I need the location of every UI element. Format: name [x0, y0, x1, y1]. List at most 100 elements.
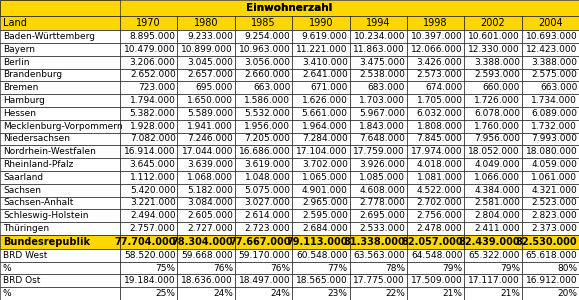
Bar: [292, 287, 350, 300]
Text: 3.645.000: 3.645.000: [130, 160, 175, 169]
Bar: [177, 235, 234, 249]
Bar: [120, 133, 177, 145]
Bar: [292, 81, 350, 94]
Bar: [522, 274, 579, 287]
Bar: [177, 222, 234, 235]
Text: 1.626.000: 1.626.000: [302, 96, 348, 105]
Bar: [292, 209, 350, 222]
Text: 18.565.000: 18.565.000: [296, 276, 348, 285]
Text: 1.956.000: 1.956.000: [244, 122, 291, 131]
Text: 16.686.000: 16.686.000: [239, 147, 291, 156]
Bar: [0, 120, 120, 133]
Bar: [177, 158, 234, 171]
Bar: [234, 16, 292, 30]
Text: 18.080.000: 18.080.000: [526, 147, 577, 156]
Bar: [407, 69, 464, 81]
Bar: [407, 222, 464, 235]
Bar: [464, 222, 522, 235]
Text: 6.032.000: 6.032.000: [417, 109, 463, 118]
Text: 1.760.000: 1.760.000: [474, 122, 520, 131]
Bar: [234, 209, 292, 222]
Bar: [234, 262, 292, 275]
Text: 674.000: 674.000: [425, 83, 463, 92]
Text: 16.914.000: 16.914.000: [124, 147, 175, 156]
Bar: [177, 196, 234, 209]
Text: 2.778.000: 2.778.000: [359, 198, 405, 207]
Text: 2.695.000: 2.695.000: [359, 211, 405, 220]
Text: 76%: 76%: [213, 263, 233, 272]
Text: Hessen: Hessen: [3, 109, 36, 118]
Text: 79%: 79%: [500, 263, 520, 272]
Bar: [350, 249, 407, 262]
Text: 3.702.000: 3.702.000: [302, 160, 348, 169]
Text: Einwohnerzahl: Einwohnerzahl: [247, 3, 332, 13]
Text: 76%: 76%: [270, 263, 291, 272]
Bar: [350, 69, 407, 81]
Bar: [292, 56, 350, 69]
Bar: [292, 30, 350, 43]
Text: 81.338.000: 81.338.000: [343, 237, 405, 247]
Bar: [407, 94, 464, 107]
Bar: [522, 158, 579, 171]
Bar: [234, 235, 292, 249]
Bar: [350, 81, 407, 94]
Text: BRD West: BRD West: [3, 251, 47, 260]
Bar: [177, 209, 234, 222]
Bar: [464, 235, 522, 249]
Bar: [407, 16, 464, 30]
Text: 7.993.000: 7.993.000: [532, 134, 577, 143]
Bar: [407, 81, 464, 94]
Bar: [292, 196, 350, 209]
Bar: [234, 69, 292, 81]
Text: 3.388.000: 3.388.000: [474, 58, 520, 67]
Text: 11.863.000: 11.863.000: [353, 45, 405, 54]
Bar: [292, 158, 350, 171]
Text: 663.000: 663.000: [253, 83, 291, 92]
Bar: [292, 43, 350, 56]
Text: 2.727.000: 2.727.000: [187, 224, 233, 233]
Bar: [464, 43, 522, 56]
Bar: [464, 94, 522, 107]
Text: 3.426.000: 3.426.000: [417, 58, 463, 67]
Text: 1.061.000: 1.061.000: [532, 173, 577, 182]
Text: 2.538.000: 2.538.000: [359, 70, 405, 80]
Text: 1.732.000: 1.732.000: [532, 122, 577, 131]
Text: 3.206.000: 3.206.000: [130, 58, 175, 67]
Text: 5.589.000: 5.589.000: [187, 109, 233, 118]
Bar: [464, 30, 522, 43]
Text: %: %: [3, 289, 12, 298]
Text: 10.234.000: 10.234.000: [354, 32, 405, 41]
Text: 2.757.000: 2.757.000: [130, 224, 175, 233]
Bar: [120, 145, 177, 158]
Bar: [177, 120, 234, 133]
Text: 2.575.000: 2.575.000: [532, 70, 577, 80]
Text: 2.573.000: 2.573.000: [417, 70, 463, 80]
Bar: [292, 262, 350, 275]
Bar: [522, 30, 579, 43]
Text: 4.522.000: 4.522.000: [417, 186, 463, 195]
Text: 78%: 78%: [385, 263, 405, 272]
Text: 1.085.000: 1.085.000: [359, 173, 405, 182]
Text: 2.652.000: 2.652.000: [130, 70, 175, 80]
Text: 9.254.000: 9.254.000: [245, 32, 291, 41]
Text: 18.052.000: 18.052.000: [468, 147, 520, 156]
Text: 2.756.000: 2.756.000: [417, 211, 463, 220]
Bar: [522, 43, 579, 56]
Text: Niedersachsen: Niedersachsen: [3, 134, 70, 143]
Text: 9.619.000: 9.619.000: [302, 32, 348, 41]
Bar: [0, 249, 120, 262]
Bar: [407, 158, 464, 171]
Text: 17.759.000: 17.759.000: [353, 147, 405, 156]
Bar: [464, 133, 522, 145]
Text: Bremen: Bremen: [3, 83, 38, 92]
Text: Thüringen: Thüringen: [3, 224, 49, 233]
Text: 2.605.000: 2.605.000: [187, 211, 233, 220]
Text: 663.000: 663.000: [540, 83, 577, 92]
Bar: [522, 222, 579, 235]
Bar: [407, 274, 464, 287]
Bar: [120, 235, 177, 249]
Text: 723.000: 723.000: [138, 83, 175, 92]
Text: 7.205.000: 7.205.000: [244, 134, 291, 143]
Bar: [234, 94, 292, 107]
Bar: [234, 274, 292, 287]
